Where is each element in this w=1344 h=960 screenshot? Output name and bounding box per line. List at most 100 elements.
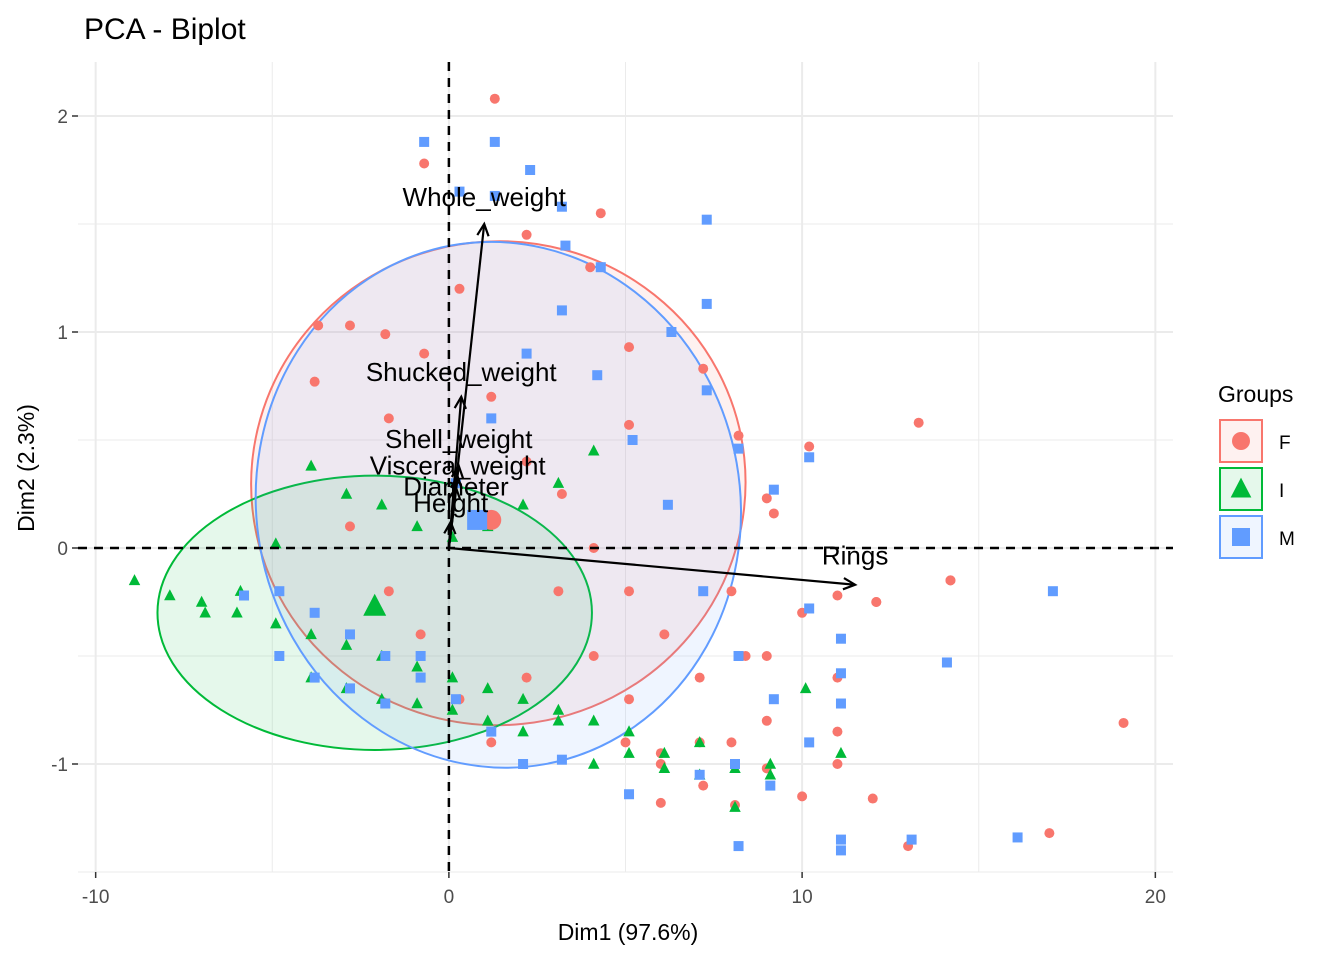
vector-label-Shell_weight: Shell_weight (385, 424, 533, 454)
point-F (486, 737, 497, 748)
point-I (411, 520, 423, 532)
point-I (764, 768, 777, 780)
point-I (340, 638, 353, 650)
point-F (655, 797, 666, 808)
point-M (274, 586, 285, 597)
point-F (945, 575, 956, 586)
point-F (556, 489, 567, 499)
point-F (726, 586, 737, 597)
point-I (411, 660, 423, 672)
point-F (804, 441, 815, 452)
point-M (419, 136, 430, 147)
point-M (454, 186, 465, 197)
point-F (419, 158, 430, 169)
point-F (344, 320, 355, 331)
point-M (518, 759, 529, 769)
point-M (941, 657, 952, 668)
arrowhead-Shell_weight (450, 463, 465, 479)
point-I (517, 725, 529, 737)
point-I (552, 476, 565, 488)
point-M (486, 413, 497, 424)
point-I (587, 444, 600, 456)
point-F (620, 737, 631, 748)
point-I (729, 800, 741, 812)
point-I (658, 746, 671, 758)
point-M (730, 759, 740, 769)
legend-marker-I (1230, 477, 1252, 498)
x-axis-title: Dim1 (97.6%) (558, 919, 699, 945)
point-F (486, 391, 497, 402)
point-M (486, 726, 497, 737)
point-M (835, 668, 846, 679)
point-F (415, 629, 426, 640)
point-I (270, 617, 282, 629)
point-M (380, 698, 391, 709)
point-I (517, 498, 529, 510)
point-M (556, 201, 567, 212)
point-F (832, 759, 843, 769)
point-F (585, 262, 596, 273)
arrowhead-Rings (842, 577, 858, 591)
point-M (592, 370, 603, 381)
centroid-M (467, 509, 488, 530)
point-I (340, 487, 353, 499)
data-points (128, 93, 1129, 856)
point-M (556, 305, 567, 316)
centroid-I (363, 593, 387, 616)
point-M (624, 789, 635, 800)
vector-label-Rings: Rings (822, 541, 888, 571)
chart-title: PCA - Biplot (84, 13, 246, 46)
point-F (698, 363, 709, 374)
point-M (415, 672, 426, 683)
point-I (587, 714, 600, 726)
legend-label-M: M (1279, 529, 1295, 550)
point-I (446, 671, 459, 683)
point-F (624, 419, 635, 430)
point-I (231, 606, 243, 618)
point-F (761, 493, 772, 504)
y-tick-label: 1 (57, 323, 68, 344)
point-F (694, 672, 705, 683)
point-F (419, 348, 430, 359)
legend-key-M (1219, 515, 1263, 559)
point-F (797, 791, 808, 802)
point-I (270, 537, 282, 549)
vector-label-Diameter: Diameter (403, 472, 509, 502)
point-I (693, 736, 706, 748)
legend: Groups F I M (1218, 381, 1295, 559)
point-M (309, 607, 320, 618)
point-M (627, 435, 638, 445)
vector-label-Whole_weight: Whole_weight (403, 182, 567, 212)
arrowhead-Diameter (448, 485, 462, 501)
legend-label-F: F (1279, 433, 1291, 454)
point-I (446, 703, 459, 715)
point-F (383, 586, 394, 597)
point-I (552, 714, 565, 726)
point-F (309, 376, 320, 387)
point-I (587, 757, 600, 769)
legend-label-I: I (1279, 481, 1284, 502)
point-M (344, 629, 355, 640)
point-F (867, 793, 878, 804)
point-F (454, 283, 465, 294)
point-M (701, 385, 712, 396)
point-F (588, 651, 599, 661)
point-M (835, 845, 846, 856)
point-I (376, 498, 388, 510)
point-I (195, 595, 208, 607)
point-M (765, 780, 776, 791)
point-M (489, 136, 500, 147)
point-F (595, 208, 606, 219)
point-M (733, 443, 744, 454)
point-F (1044, 828, 1055, 839)
point-M (525, 165, 536, 175)
point-M (344, 683, 355, 694)
point-F (313, 320, 324, 331)
point-M (450, 694, 461, 705)
point-M (415, 651, 426, 661)
vector-Rings (448, 546, 856, 586)
point-M (804, 452, 815, 463)
vector-Height (447, 522, 452, 549)
point-F (768, 508, 779, 519)
legend-title: Groups (1218, 381, 1293, 407)
